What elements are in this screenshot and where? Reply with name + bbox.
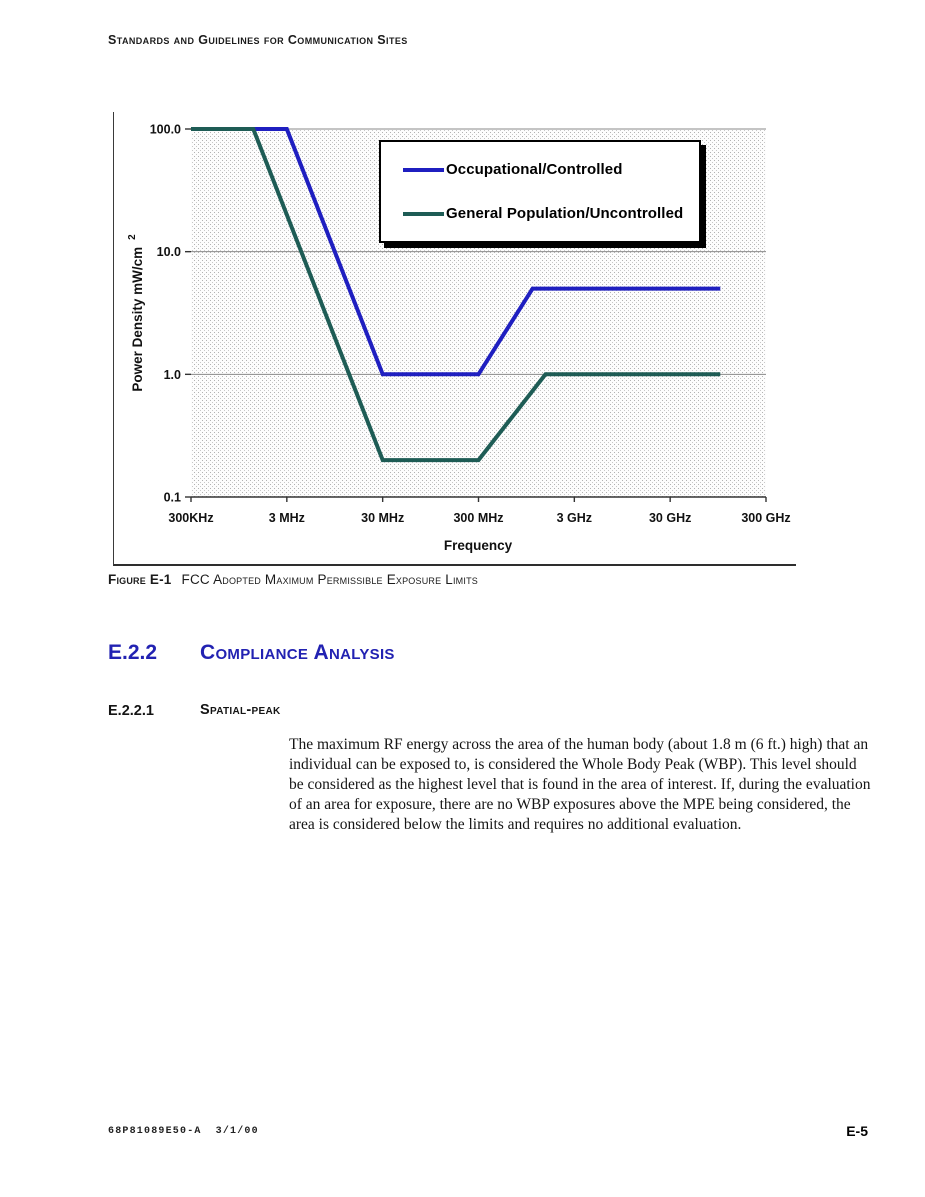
section-title: Compliance Analysis bbox=[200, 641, 395, 664]
y-tick-label: 10.0 bbox=[157, 245, 181, 259]
legend-item-occupational: Occupational/Controlled bbox=[403, 161, 699, 178]
footer-page-number: E-5 bbox=[846, 1123, 868, 1139]
x-axis-title: Frequency bbox=[444, 538, 513, 553]
axis-tick-labels: 100.0 10.0 1.0 0.1 300KHz 3 MHz 30 MHz 300 MHz 3… bbox=[150, 123, 791, 526]
body-paragraph: The maximum RF energy across the area of… bbox=[289, 736, 871, 833]
y-tick-label: 0.1 bbox=[164, 491, 181, 505]
subsection-number: E.2.2.1 bbox=[108, 703, 154, 719]
y-axis-title-text: Power Density mW/cm bbox=[130, 247, 145, 392]
series-line-1 bbox=[191, 127, 721, 463]
x-tick-label: 3 GHz bbox=[557, 511, 592, 525]
legend-label-general-population: General Population/Uncontrolled bbox=[446, 205, 684, 222]
occupational-line-sample bbox=[403, 167, 444, 172]
y-axis-title-superscript: 2 bbox=[127, 234, 138, 240]
legend-label-occupational: Occupational/Controlled bbox=[446, 161, 623, 178]
running-header: Standards and Guidelines for Communicati… bbox=[108, 33, 408, 47]
section-heading-e22: E.2.2 Compliance Analysis bbox=[108, 641, 394, 665]
axis-tick-marks bbox=[185, 128, 767, 502]
x-tick-label: 300 GHz bbox=[741, 511, 790, 525]
x-tick-label: 300KHz bbox=[168, 511, 213, 525]
subsection-title: Spatial-peak bbox=[200, 702, 281, 718]
x-tick-label: 300 MHz bbox=[453, 511, 503, 525]
subsection-heading-e221: E.2.2.1 Spatial-peak bbox=[108, 702, 280, 719]
x-tick-label: 30 MHz bbox=[361, 511, 404, 525]
footer-part-code: 68P81089E50-A bbox=[108, 1126, 202, 1137]
data-series-lines bbox=[191, 127, 721, 463]
x-tick-label: 30 GHz bbox=[649, 511, 691, 525]
x-tick-label: 3 MHz bbox=[269, 511, 305, 525]
figure-caption-text: FCC Adopted Maximum Permissible Exposure… bbox=[181, 572, 478, 587]
general-population-line-sample bbox=[403, 211, 444, 216]
footer-date: 3/1/00 bbox=[215, 1126, 259, 1137]
figure-caption-label: Figure E-1 bbox=[108, 572, 172, 587]
series-line-0 bbox=[191, 127, 721, 377]
section-number: E.2.2 bbox=[108, 641, 158, 664]
y-tick-label: 100.0 bbox=[150, 123, 181, 137]
figure-e1-container: 100.0 10.0 1.0 0.1 300KHz 3 MHz 30 MHz 300 MHz 3… bbox=[113, 112, 796, 566]
legend-item-general-population: General Population/Uncontrolled bbox=[403, 205, 699, 222]
footer-document-number: 68P81089E50-A 3/1/00 bbox=[108, 1126, 259, 1137]
y-axis-title: Power Density mW/cm 2 bbox=[127, 234, 145, 392]
chart-legend: Occupational/Controlled General Populati… bbox=[379, 140, 701, 243]
figure-caption: Figure E-1 FCC Adopted Maximum Permissibl… bbox=[108, 572, 478, 587]
y-tick-label: 1.0 bbox=[164, 368, 181, 382]
